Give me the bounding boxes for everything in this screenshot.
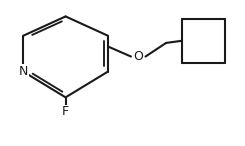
Text: O: O <box>133 50 143 63</box>
Text: N: N <box>19 65 28 78</box>
Text: F: F <box>62 105 69 118</box>
